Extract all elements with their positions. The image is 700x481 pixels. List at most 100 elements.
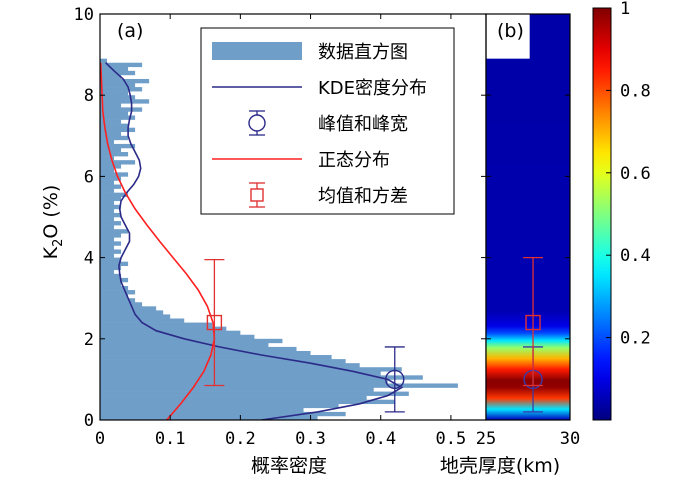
histogram-bar [100, 241, 122, 246]
histogram-bar [100, 62, 143, 68]
histogram-bar [100, 253, 115, 258]
histogram-bar [100, 342, 269, 348]
histogram-bar [100, 83, 136, 88]
histogram-bar [100, 99, 150, 104]
histogram-bar [100, 371, 381, 376]
histogram-bar [100, 375, 423, 380]
y-tick-label: 2 [84, 330, 94, 350]
histogram-bar [100, 415, 318, 420]
histogram-bar [100, 66, 129, 72]
colorbar-tick-label: 1 [620, 0, 630, 19]
legend-label: 均值和方差 [318, 186, 408, 207]
histogram-bar [100, 363, 360, 368]
histogram-bar [100, 383, 458, 388]
histogram-bar [100, 135, 129, 141]
x-tick-label-b: 30 [560, 429, 580, 449]
legend-label: 正态分布 [318, 150, 390, 171]
legend-item: KDE密度分布 [212, 78, 427, 99]
colorbar-tick-label: 0.8 [620, 81, 651, 101]
histogram-bar [100, 176, 122, 181]
histogram-bar [100, 192, 129, 197]
histogram-bar [100, 180, 115, 185]
histogram-bar [100, 229, 129, 234]
histogram-bar [100, 152, 129, 157]
histogram-bar [100, 91, 129, 96]
panel-b-markers [523, 256, 544, 413]
histogram-bar [100, 188, 115, 193]
x-tick-label: 0.1 [155, 429, 186, 449]
histogram-bar [100, 379, 388, 384]
peak-marker-circle [385, 369, 405, 390]
mean-marker-square [206, 314, 223, 331]
histogram-bar [100, 294, 129, 299]
histogram-bar [100, 310, 164, 315]
xlabel-panel-b: 地壳厚度(km) [440, 455, 560, 477]
x-tick-label: 0.2 [225, 429, 256, 449]
histogram-bar [100, 200, 115, 206]
x-tick-label: 0 [95, 429, 105, 449]
histogram-bar [100, 143, 136, 149]
mean-marker-b [523, 256, 544, 387]
histogram-bar [100, 290, 136, 295]
xlabel-panel-a: 概率密度 [251, 455, 327, 477]
kde-line [105, 62, 404, 420]
panel-b-tag: (b) [497, 20, 524, 42]
histogram-bar [100, 318, 185, 323]
histogram-bar [100, 184, 122, 189]
histogram-bar [100, 407, 304, 413]
colorbar-tick-label: 0.2 [620, 329, 651, 349]
histogram-bar [100, 359, 346, 364]
histogram-bar [100, 237, 115, 242]
histogram-bar [100, 265, 122, 271]
histogram-bar [100, 281, 122, 287]
panel-a-ticks: 0 0.1 0.2 0.3 0.4 0.5 0 2 4 6 8 10 [74, 5, 486, 449]
histogram-bar [100, 103, 122, 108]
legend-item: 均值和方差 [249, 182, 408, 208]
histogram-bar [100, 168, 115, 173]
histogram-bar [100, 314, 171, 319]
legend-swatch-bar [212, 42, 302, 60]
histogram-bar [100, 160, 136, 165]
legend-item: 正态分布 [212, 150, 390, 171]
heatmap [486, 14, 570, 420]
colorbar: 0.2 0.4 0.6 0.8 1 [592, 0, 651, 421]
histogram-bar [100, 196, 122, 202]
histogram-bar [100, 261, 129, 267]
histogram-bar [100, 395, 367, 400]
x-tick-label: 0.3 [295, 429, 326, 449]
histogram-bar [100, 212, 122, 218]
histogram-bar [100, 257, 122, 262]
colorbar-tick-label: 0.6 [620, 164, 651, 184]
histogram-bar [100, 350, 311, 356]
legend-label: 数据直方图 [318, 42, 408, 63]
histogram-bar [100, 273, 122, 279]
histogram-bar [100, 225, 115, 230]
panel-b-frame [485, 13, 571, 421]
histogram-bar [100, 172, 129, 177]
y-tick-label: 10 [74, 5, 94, 25]
histogram-bar [100, 322, 213, 327]
histogram-bar [100, 131, 122, 137]
histogram-bar [100, 127, 136, 133]
histogram-bar [100, 387, 374, 392]
y-tick-label: 8 [84, 86, 94, 106]
y-tick-label: 6 [84, 167, 94, 187]
histogram-bar [100, 306, 157, 311]
x-tick-label-b: 25 [476, 429, 496, 449]
legend-circle [248, 114, 266, 132]
histogram-bar [100, 367, 402, 372]
ylabel-k2o: K2O (%) [40, 185, 66, 260]
histogram-bar [100, 95, 136, 100]
panel-b: 25 30 (b) [476, 13, 580, 449]
histogram-bar [100, 391, 409, 396]
histogram-bar [100, 164, 122, 169]
histogram-bar [100, 298, 136, 303]
histogram-bar [100, 123, 129, 128]
colorbar-gradient [592, 7, 612, 421]
colorbar-ticks: 0.2 0.4 0.6 0.8 1 [606, 0, 651, 349]
panel-a-tag: (a) [117, 20, 143, 42]
histogram-bar [100, 277, 129, 283]
x-tick-label: 0.4 [365, 429, 396, 449]
